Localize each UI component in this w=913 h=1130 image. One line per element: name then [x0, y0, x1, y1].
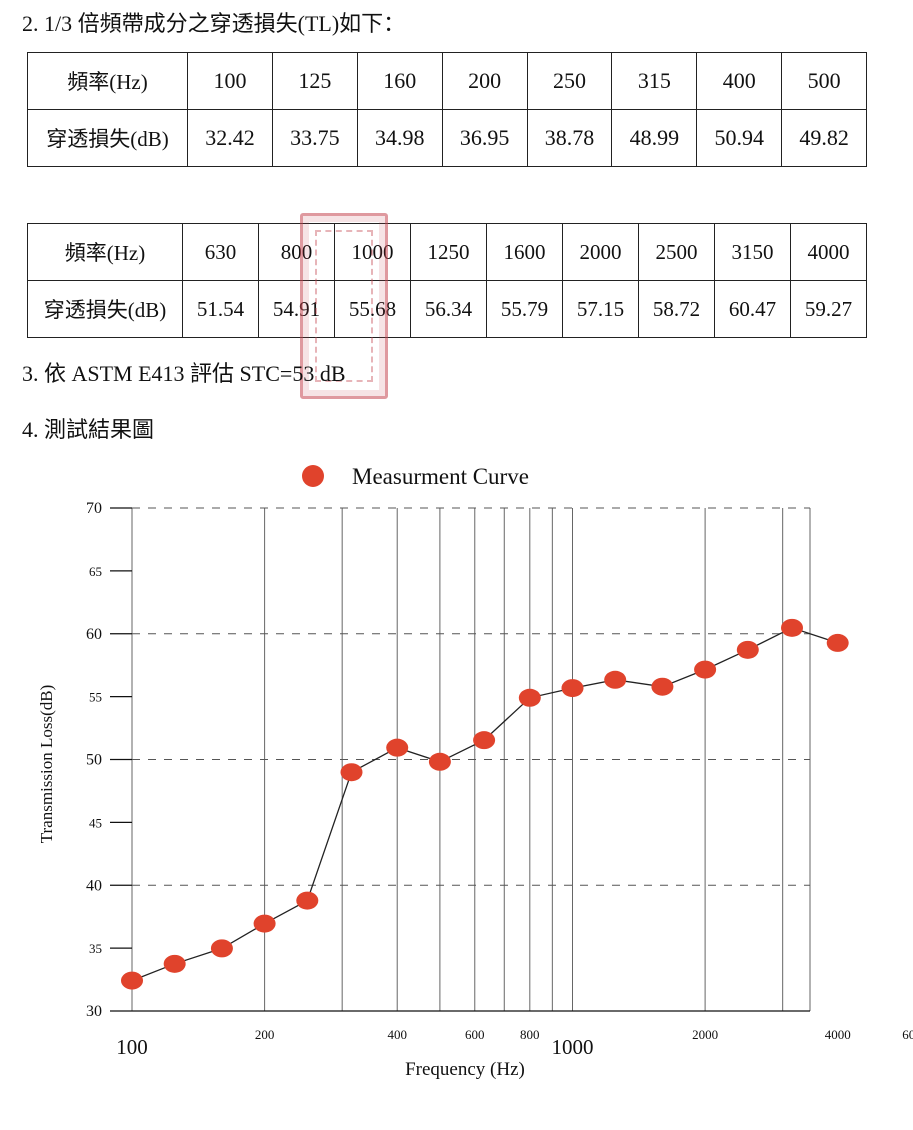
frequency-cell: 1600	[486, 223, 563, 281]
legend-marker	[302, 465, 324, 487]
frequency-row: 頻率(Hz) 630 800 1000 1250 1600 2000 2500 …	[27, 223, 867, 281]
data-point	[386, 738, 409, 757]
y-axis-ticks: 70 65 60 55 50 45 40 35 30	[86, 500, 132, 1020]
transmission-loss-table-2: 頻率(Hz) 630 800 1000 1250 1600 2000 2500 …	[27, 223, 867, 338]
y-tick-label: 35	[89, 941, 102, 956]
tl-value-cell: 32.42	[187, 109, 273, 167]
data-point	[163, 954, 186, 973]
data-point	[121, 971, 143, 990]
data-point	[210, 939, 233, 958]
tl-value-cell: 57.15	[562, 280, 639, 338]
transmission-loss-label: 穿透損失(dB)	[27, 280, 183, 338]
x-tick-label: 100	[116, 1035, 148, 1059]
frequency-cell: 630	[182, 223, 259, 281]
tl-value-cell: 38.78	[526, 109, 613, 167]
data-point	[518, 688, 541, 707]
section-4-heading: 4. 測試結果圖	[22, 417, 155, 442]
x-tick-label: 800	[520, 1027, 540, 1042]
y-tick-label: 30	[86, 1003, 102, 1020]
y-tick-label: 60	[86, 626, 102, 643]
y-axis-label: Transmission Loss(dB)	[37, 685, 56, 844]
x-tick-label: 2000	[692, 1027, 718, 1042]
tl-value-cell: 36.95	[441, 109, 528, 167]
series-line	[131, 627, 838, 982]
frequency-cell: 2500	[638, 223, 715, 281]
data-point	[781, 618, 804, 637]
frequency-cell: 100	[187, 52, 273, 110]
transmission-loss-row: 穿透損失(dB) 51.54 54.91 55.68 56.34 55.79 5…	[27, 280, 867, 338]
x-tick-label: 1000	[552, 1035, 594, 1059]
tl-value-cell: 50.94	[696, 109, 783, 167]
y-tick-label: 55	[89, 690, 102, 705]
transmission-loss-table-1: 頻率(Hz) 100 125 160 200 250 315 400 500 穿…	[27, 52, 867, 167]
tl-value-cell: 55.68	[334, 280, 411, 338]
data-point	[296, 891, 319, 910]
frequency-cell: 160	[356, 52, 443, 110]
frequency-cell: 500	[781, 52, 867, 110]
legend-label: Measurment Curve	[352, 464, 529, 489]
x-tick-label: 600	[465, 1027, 485, 1042]
tl-value-cell: 33.75	[271, 109, 358, 167]
section-3-heading: 3. 依 ASTM E413 評估 STC=53 dB	[22, 361, 346, 386]
data-point	[736, 640, 759, 659]
data-point	[604, 670, 627, 689]
frequency-row: 頻率(Hz) 100 125 160 200 250 315 400 500	[27, 52, 867, 110]
transmission-loss-row: 穿透損失(dB) 32.42 33.75 34.98 36.95 38.78 4…	[27, 109, 867, 167]
transmission-loss-label: 穿透損失(dB)	[27, 109, 188, 167]
tl-value-cell: 56.34	[410, 280, 487, 338]
data-point	[694, 660, 717, 679]
y-tick-label: 50	[86, 752, 102, 769]
frequency-cell: 3150	[714, 223, 791, 281]
frequency-cell: 200	[441, 52, 528, 110]
chart-grid	[131, 507, 811, 1012]
data-point	[340, 763, 363, 782]
tl-value-cell: 34.98	[356, 109, 443, 167]
seal-inner-border	[315, 230, 373, 382]
red-seal-stamp	[300, 213, 388, 399]
tl-value-cell: 48.99	[611, 109, 698, 167]
tl-value-cell: 59.27	[790, 280, 867, 338]
data-point	[253, 914, 276, 933]
x-tick-label: 4000	[825, 1027, 851, 1042]
frequency-cell: 2000	[562, 223, 639, 281]
tl-value-cell: 51.54	[182, 280, 259, 338]
frequency-cell: 4000	[790, 223, 867, 281]
x-axis-label: Frequency (Hz)	[405, 1059, 525, 1080]
y-tick-label: 70	[86, 500, 102, 517]
x-axis-ticks: 10020040060080010002000400060008000	[116, 1027, 913, 1059]
tl-value-cell: 60.47	[714, 280, 791, 338]
tl-value-cell: 55.79	[486, 280, 563, 338]
tl-value-cell: 49.82	[781, 109, 867, 167]
x-tick-label: 6000	[902, 1027, 913, 1042]
x-tick-label: 200	[255, 1027, 275, 1042]
y-tick-label: 65	[89, 564, 102, 579]
x-tick-label: 400	[387, 1027, 407, 1042]
data-point	[651, 677, 674, 696]
data-point	[428, 752, 451, 771]
frequency-cell: 800	[258, 223, 335, 281]
frequency-cell: 400	[696, 52, 783, 110]
y-tick-label: 45	[89, 815, 102, 830]
data-point	[826, 633, 849, 652]
section-2-heading: 2. 1/3 倍頻帶成分之穿透損失(TL)如下：	[22, 11, 406, 36]
frequency-cell: 250	[526, 52, 613, 110]
frequency-cell: 1250	[410, 223, 487, 281]
data-point	[473, 731, 496, 750]
frequency-cell: 125	[271, 52, 358, 110]
transmission-loss-chart: 70 65 60 55 50 45 40 35 30 100 200 400 600 800 1000 20…	[37, 464, 913, 1080]
frequency-cell: 315	[611, 52, 698, 110]
tl-value-cell: 54.91	[258, 280, 335, 338]
frequency-label: 頻率(Hz)	[27, 223, 183, 281]
tl-value-cell: 58.72	[638, 280, 715, 338]
measurement-series	[121, 618, 849, 990]
y-tick-label: 40	[86, 877, 102, 894]
data-point	[561, 679, 584, 698]
frequency-label: 頻率(Hz)	[27, 52, 188, 110]
